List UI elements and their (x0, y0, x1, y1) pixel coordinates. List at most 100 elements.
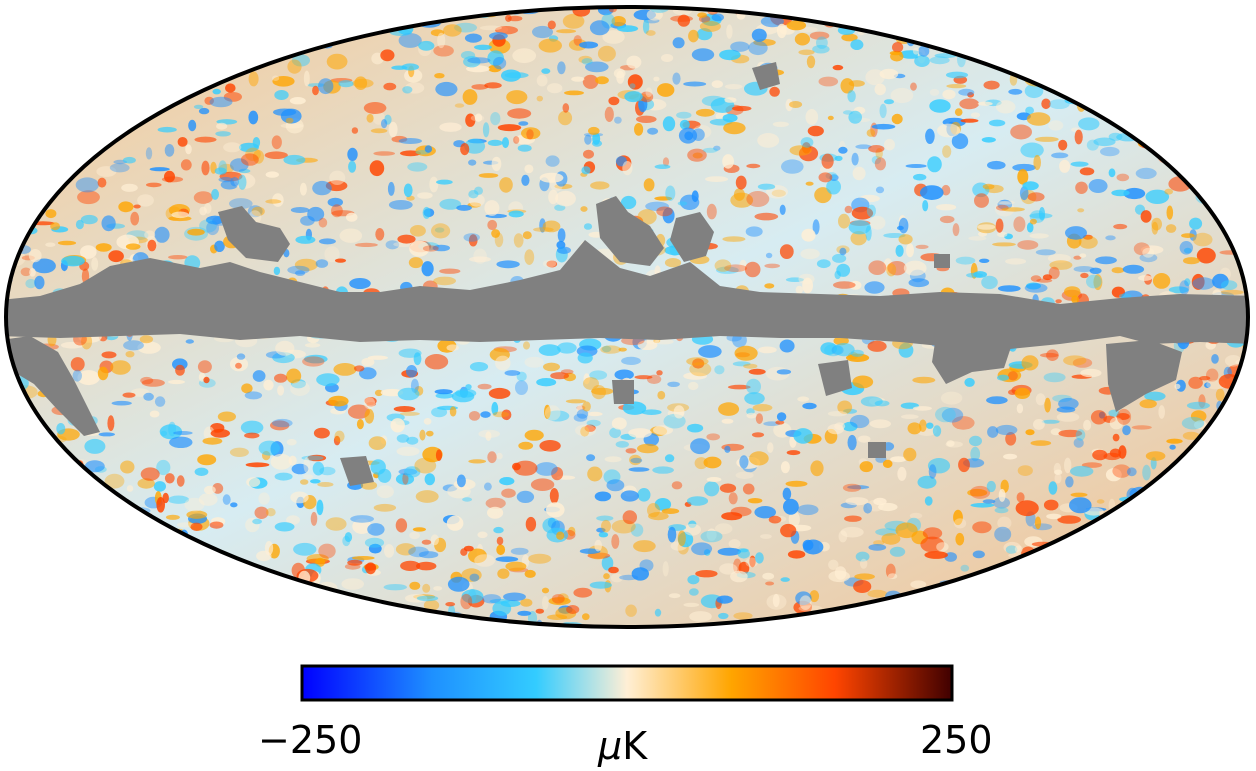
temperature-blob (64, 27, 73, 39)
mask-right-edge (1106, 340, 1182, 412)
temperature-blob (688, 381, 699, 391)
sky-map-outline (4, 5, 1250, 629)
temperature-blob (724, 264, 748, 273)
temperature-blob (156, 497, 165, 513)
temperature-blob (350, 605, 367, 610)
temperature-blob (918, 45, 930, 57)
temperature-blob (977, 101, 993, 106)
temperature-blob (990, 15, 1002, 24)
temperature-blob (821, 153, 834, 169)
temperature-blob (882, 459, 893, 468)
temperature-blob (241, 153, 259, 166)
temperature-blob (492, 601, 512, 616)
temperature-blob (757, 133, 780, 148)
temperature-blob (1206, 507, 1221, 520)
temperature-blob (45, 209, 57, 219)
temperature-blob (1244, 631, 1256, 635)
temperature-blob (1016, 492, 1025, 503)
temperature-blob (886, 263, 897, 277)
temperature-blob (1035, 393, 1046, 406)
temperature-blob (1033, 552, 1043, 563)
temperature-blob (678, 628, 695, 640)
temperature-blob (546, 502, 565, 518)
temperature-blob (190, 522, 203, 531)
temperature-blob (1080, 272, 1089, 279)
temperature-blob (152, 591, 171, 599)
temperature-blob (1221, 143, 1234, 158)
temperature-blob (338, 80, 354, 88)
temperature-blob (175, 364, 185, 376)
temperature-blob (1153, 84, 1165, 90)
temperature-blob (421, 539, 432, 545)
temperature-blob (164, 473, 175, 484)
temperature-blob (802, 402, 817, 410)
temperature-blob (474, 44, 492, 50)
temperature-blob (9, 142, 18, 148)
temperature-blob (706, 477, 722, 482)
temperature-blob (326, 53, 348, 70)
temperature-blob (633, 540, 656, 553)
temperature-blob (1152, 273, 1171, 289)
temperature-blob (1029, 233, 1049, 239)
temperature-blob (1221, 170, 1242, 182)
temperature-blob (141, 379, 165, 387)
temperature-blob (1230, 111, 1247, 121)
temperature-blob (700, 530, 723, 543)
temperature-blob (347, 559, 363, 566)
temperature-blob (1192, 277, 1215, 290)
temperature-blob (70, 80, 88, 87)
temperature-blob (321, 603, 345, 617)
temperature-blob (870, 19, 880, 32)
temperature-blob (1046, 622, 1059, 627)
temperature-blob (1230, 472, 1248, 489)
temperature-blob (1149, 7, 1174, 11)
temperature-blob (1049, 611, 1059, 617)
temperature-blob (6, 550, 30, 560)
temperature-blob (1105, 468, 1122, 482)
temperature-blob (1126, 467, 1137, 477)
temperature-blob (833, 281, 856, 289)
temperature-blob (987, 426, 999, 438)
temperature-blob (542, 220, 561, 233)
temperature-blob (662, 157, 670, 167)
temperature-blob (463, 545, 474, 552)
temperature-blob (952, 223, 960, 237)
temperature-blob (11, 465, 18, 471)
temperature-blob (954, 518, 967, 529)
temperature-blob (954, 29, 962, 45)
temperature-blob (863, 503, 873, 514)
temperature-blob (1224, 25, 1237, 40)
temperature-blob (125, 243, 141, 250)
temperature-blob (1041, 98, 1051, 110)
temperature-blob (604, 456, 622, 463)
temperature-blob (167, 495, 190, 504)
temperature-blob (244, 432, 260, 439)
temperature-blob (396, 434, 410, 443)
temperature-blob (855, 144, 872, 149)
temperature-blob (35, 116, 53, 130)
temperature-blob (952, 7, 974, 17)
temperature-blob (20, 267, 32, 277)
temperature-blob (1109, 7, 1125, 9)
temperature-blob (756, 0, 766, 6)
temperature-blob (83, 623, 103, 627)
temperature-blob (85, 615, 102, 627)
temperature-blob (606, 479, 625, 492)
temperature-blob (1225, 69, 1248, 79)
temperature-blob (416, 595, 439, 602)
temperature-blob (969, 435, 982, 447)
temperature-blob (1200, 187, 1221, 201)
temperature-blob (654, 339, 674, 345)
temperature-blob (551, 594, 565, 604)
temperature-blob (1217, 505, 1241, 513)
temperature-blob (1138, 275, 1153, 281)
temperature-blob (1068, 597, 1087, 606)
temperature-blob (1244, 595, 1248, 606)
temperature-blob (30, 460, 51, 476)
temperature-blob (568, 526, 576, 537)
temperature-blob (1100, 146, 1120, 157)
temperature-blob (207, 558, 227, 573)
temperature-blob (25, 22, 40, 27)
temperature-blob (982, 499, 996, 504)
temperature-blob (130, 211, 140, 226)
